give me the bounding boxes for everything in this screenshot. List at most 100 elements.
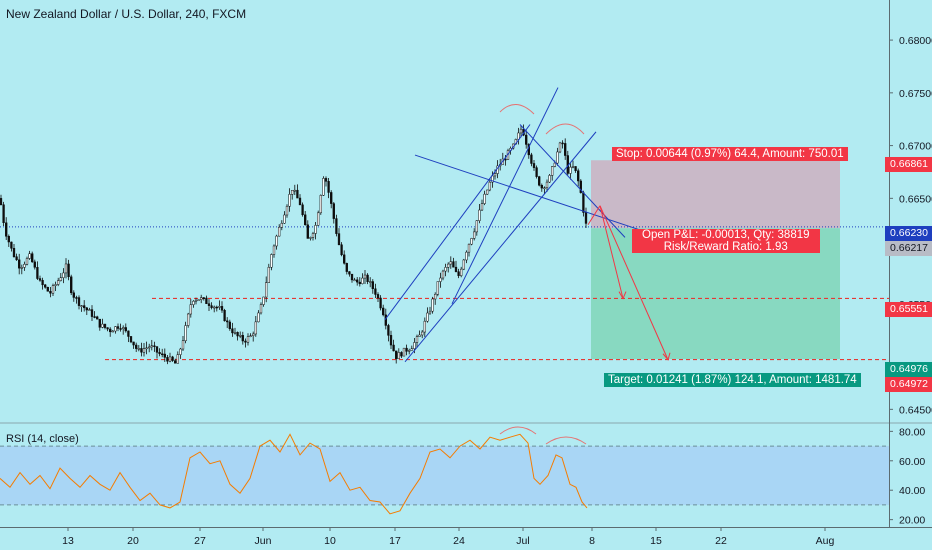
candle-body [454,266,458,272]
candle-body [124,327,127,332]
candle-body [171,356,174,361]
candle-body [257,312,260,323]
candle-body [145,347,148,350]
candle-body [38,278,42,281]
time-tick-label: 13 [62,535,74,547]
candle-body [262,296,265,305]
candle-body [192,300,195,305]
candle-body [337,233,341,245]
candle-body [218,306,221,308]
candle-body [148,346,151,349]
candle-body [111,330,114,333]
candle-body [389,335,393,346]
candle-body [85,307,88,311]
candle-body [324,178,328,182]
candle-body [551,166,554,176]
candle-body [348,271,351,275]
rsi-tick-label: 60.00 [899,456,925,468]
candle-body [556,151,559,164]
candle-body [449,261,452,265]
time-tick-label: 8 [589,535,595,547]
entry-price-label: 0.66217 [885,241,932,256]
candle-body [184,325,187,341]
arrow-target-head [662,352,671,361]
support-price-label: 0.65551 [885,302,932,317]
candle-body [72,292,75,298]
candle-body [296,189,299,199]
candle-body [129,336,133,343]
target-info-box: Target: 0.01241 (1.87%) 124.1, Amount: 1… [604,373,861,387]
candle-body [70,276,73,294]
candle-body [410,348,413,351]
candle-body [366,274,369,282]
candle-body [577,170,580,182]
candle-body [223,309,226,322]
candle-body [176,354,179,364]
candle-body [473,231,476,239]
rsi-indicator-label[interactable]: RSI (14, close) [6,433,79,445]
candle-body [132,341,135,346]
candle-body [345,263,348,272]
candle-body [397,352,400,360]
candle-body [244,340,247,343]
candle-body [384,314,387,326]
candle-body [119,328,122,330]
candle-body [20,267,23,269]
candle-body [525,134,528,145]
candle-body [137,348,140,350]
candle-body [486,189,489,195]
candle-body [361,277,364,285]
candle-body [241,335,244,342]
candle-body [197,299,200,301]
candle-body [90,309,94,317]
candle-body [168,356,172,362]
candle-body [233,332,237,334]
candle-body [252,333,255,336]
candle-body [103,323,107,328]
candle-body [569,166,572,174]
candle-body [460,268,463,276]
candle-body [538,176,541,186]
candle-body [28,253,31,259]
rsi-arc-right [545,436,587,445]
candle-body [561,142,564,145]
candle-body [493,173,497,177]
candle-body [59,277,62,281]
rsi-tick-label: 80.00 [899,426,925,438]
candle-body [475,220,478,233]
candle-body [470,238,473,245]
candle-body [350,273,354,281]
candle-body [358,281,361,285]
rsi-tick-label: 20.00 [899,515,925,527]
candle-body [161,353,164,356]
candle-body [301,204,304,216]
candle-body [491,175,494,183]
candle-body [353,279,356,282]
candle-body [179,348,182,355]
time-tick-label: Jul [516,535,529,547]
candle-body [259,304,263,314]
candle-body [571,166,575,168]
candle-body [249,335,252,337]
candle-body [488,181,491,191]
candle-body [465,251,468,261]
candle-body [319,195,322,214]
candle-body [5,222,8,237]
candle-body [200,297,203,300]
candle-body [194,299,198,302]
candle-body [293,189,296,192]
candle-body [314,225,317,234]
candle-body [444,267,447,272]
candle-body [405,347,408,352]
candle-body [246,336,250,343]
candle-body [114,326,117,332]
low-price-label: 0.64972 [885,377,932,392]
candle-body [109,328,112,333]
candle-body [64,263,68,274]
candle-body [46,287,49,292]
stop-info-box: Stop: 0.00644 (0.97%) 64.4, Amount: 750.… [612,147,848,161]
